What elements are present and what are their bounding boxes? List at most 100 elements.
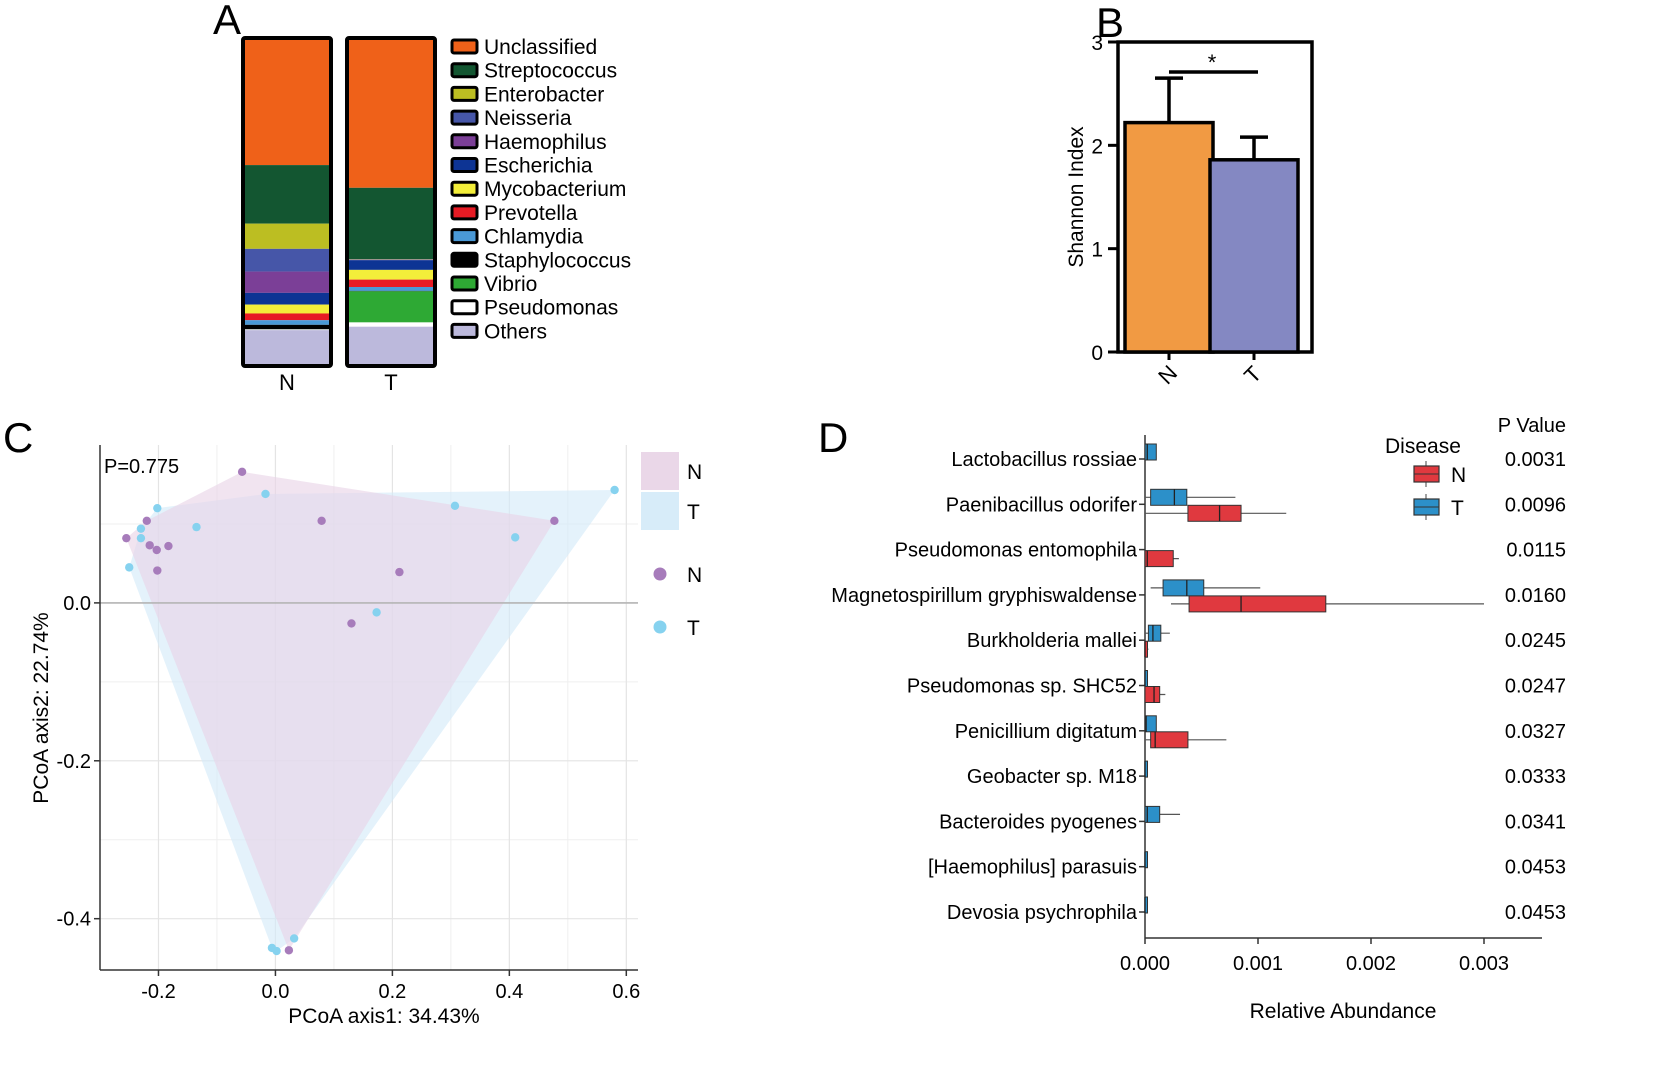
legend-swatch-neisseria <box>450 109 479 126</box>
x-tick-label: 0.003 <box>1459 953 1509 975</box>
row-pvalue-pseudomonas-sp-shc52: 0.0247 <box>1505 676 1566 698</box>
point-n <box>152 545 161 555</box>
legend-label-n: N <box>1451 464 1466 487</box>
panel-a-stacked-bars: N T UnclassifiedStreptococcusEnterobacterN… <box>241 36 631 395</box>
bar-segment-t-prevotella <box>347 279 435 288</box>
y-tick-label-2: 2 <box>1091 135 1103 158</box>
category-label-t: T <box>384 370 397 395</box>
point-n <box>347 619 356 628</box>
panel-b-shannon-bars: 0 1 2 3 Shannon Index N T * <box>1065 32 1314 389</box>
p-value-annotation: P=0.775 <box>104 456 179 478</box>
row-pvalue-penicillium-digitatum: 0.0327 <box>1505 721 1566 743</box>
y-axis-label: Shannon Index <box>1065 126 1088 268</box>
bar-segment-n-enterobacter <box>243 223 331 249</box>
y-tick-label: -0.4 <box>57 909 91 931</box>
row-label-pseudomonas-entomophila: Pseudomonas entomophila <box>895 540 1138 562</box>
legend-fill-swatch-n <box>641 452 679 490</box>
point-n <box>395 567 404 577</box>
legend-swatch-streptococcus <box>450 62 479 79</box>
legend-title: Disease <box>1385 435 1461 458</box>
x-tick-label: 0.002 <box>1346 953 1396 975</box>
x-tick-label: 0.001 <box>1233 953 1283 975</box>
legend-swatch-haemophilus <box>450 133 479 150</box>
bar-segment-t-streptococcus <box>347 187 435 260</box>
box-t-bacteroides-pyogenes <box>1144 805 1161 823</box>
row-pvalue-haemophilus-parasuis: 0.0453 <box>1505 857 1566 879</box>
point-t <box>289 934 299 943</box>
box-n-magnetospirillum-gryphiswaldense <box>1188 595 1327 613</box>
bar-segment-n-prevotella <box>243 313 331 321</box>
point-t <box>192 522 201 532</box>
box-n-paenibacillus-odorifer <box>1187 504 1242 522</box>
point-t <box>136 524 146 533</box>
panel-label-a: A <box>213 0 241 43</box>
bar-segment-t-mycobacterium <box>347 269 435 280</box>
point-t <box>372 608 381 617</box>
point-t <box>153 503 162 513</box>
row-pvalue-devosia-psychrophila: 0.0453 <box>1505 902 1566 924</box>
box-t-paenibacillus-odorifer <box>1150 488 1188 506</box>
bar-segment-n-streptococcus <box>243 165 331 224</box>
bar-segment-n-haemophilus <box>243 271 331 293</box>
category-label-n: N <box>279 370 295 395</box>
bar-t <box>1208 158 1300 354</box>
x-tick-label-n: N <box>1153 360 1182 389</box>
y-axis-label: PCoA axis2: 22.74% <box>30 612 53 803</box>
legend-swatch-enterobacter <box>450 85 479 102</box>
legend-point-label-t: T <box>687 617 700 640</box>
row-label-geobacter-sp-m18: Geobacter sp. M18 <box>967 766 1137 788</box>
point-n <box>284 946 294 955</box>
row-pvalue-burkholderia-mallei: 0.0245 <box>1505 630 1566 652</box>
point-n <box>153 566 162 575</box>
panel-label-b: B <box>1096 0 1124 46</box>
legend-label-mycobacterium: Mycobacterium <box>484 178 626 201</box>
row-label-bacteroides-pyogenes: Bacteroides pyogenes <box>939 811 1137 833</box>
panel-label-c: C <box>3 414 33 461</box>
panel-d-boxplots: 0.000 0.001 0.002 0.003 Relative Abundance P … <box>831 415 1566 1023</box>
y-tick-label-1: 1 <box>1091 239 1103 262</box>
row-pvalue-lactobacillus-rossiae: 0.0031 <box>1505 449 1566 471</box>
x-tick-label: 0.2 <box>378 981 406 1003</box>
legend-swatch-chlamydia <box>450 228 479 245</box>
bar-segment-n-escherichia <box>243 292 331 305</box>
row-label-haemophilus-parasuis: [Haemophilus] parasuis <box>928 857 1137 879</box>
row-label-penicillium-digitatum: Penicillium digitatum <box>955 721 1137 743</box>
point-t <box>610 485 619 495</box>
x-tick-label-t: T <box>1239 361 1266 388</box>
box-n-penicillium-digitatum <box>1150 731 1189 749</box>
row-label-burkholderia-mallei: Burkholderia mallei <box>967 630 1137 652</box>
legend-label-others: Others <box>484 320 547 343</box>
row-label-pseudomonas-sp-shc52: Pseudomonas sp. SHC52 <box>907 676 1137 698</box>
point-n <box>317 516 326 525</box>
legend-swatch-pseudomonas <box>450 299 479 316</box>
row-label-lactobacillus-rossiae: Lactobacillus rossiae <box>951 449 1137 471</box>
legend-swatch-others <box>450 322 479 339</box>
bar-segment-t-unclassified <box>347 38 435 188</box>
legend-label-haemophilus: Haemophilus <box>484 131 607 154</box>
point-t <box>272 946 281 956</box>
bar-segment-n-chlamydia <box>243 320 331 325</box>
bar-frame-t <box>345 36 437 368</box>
significance-marker: * <box>1208 50 1217 75</box>
row-label-paenibacillus-odorifer: Paenibacillus odorifer <box>946 494 1138 516</box>
legend-fill-swatch-t <box>641 492 679 530</box>
bar-segment-t-pseudomonas <box>346 322 436 328</box>
y-tick-label-3: 3 <box>1091 32 1103 55</box>
point-t <box>136 533 146 543</box>
bar-segment-n-mycobacterium <box>243 304 331 314</box>
bar-segment-t-escherichia <box>347 260 435 270</box>
legend-swatch-escherichia <box>450 157 479 173</box>
legend-label-enterobacter: Enterobacter <box>484 83 604 106</box>
point-n <box>237 467 247 477</box>
point-n <box>142 516 151 525</box>
point-t <box>125 563 134 572</box>
x-tick-label: 0.000 <box>1120 953 1170 975</box>
row-pvalue-magnetospirillum-gryphiswaldense: 0.0160 <box>1505 585 1566 607</box>
legend-point-t <box>653 620 667 634</box>
point-n <box>122 533 131 543</box>
legend-label-prevotella: Prevotella <box>484 202 578 225</box>
x-axis-label: Relative Abundance <box>1250 1000 1437 1023</box>
legend-label-pseudomonas: Pseudomonas <box>484 297 618 320</box>
point-n <box>550 516 559 525</box>
